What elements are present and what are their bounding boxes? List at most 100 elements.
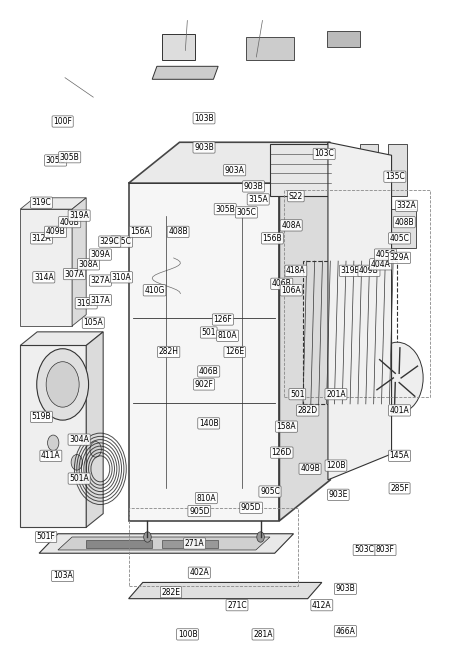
Polygon shape <box>20 346 86 527</box>
Text: 327A: 327A <box>91 276 110 285</box>
Text: 201A: 201A <box>326 390 346 398</box>
Text: 905D: 905D <box>189 507 210 516</box>
Polygon shape <box>128 183 279 521</box>
Text: 103A: 103A <box>53 571 73 580</box>
Polygon shape <box>128 142 330 183</box>
Bar <box>388 144 407 196</box>
Text: 519B: 519B <box>32 413 51 421</box>
Polygon shape <box>72 198 86 326</box>
Polygon shape <box>20 332 103 346</box>
Text: 810A: 810A <box>218 331 237 340</box>
Text: 411A: 411A <box>41 451 61 460</box>
Bar <box>162 541 218 548</box>
Text: 100F: 100F <box>53 117 72 126</box>
Circle shape <box>90 441 101 457</box>
Bar <box>86 541 152 548</box>
Text: 903B: 903B <box>336 584 355 593</box>
Text: 308A: 308A <box>79 260 99 269</box>
Bar <box>359 209 416 248</box>
Text: 156B: 156B <box>263 234 282 243</box>
Text: 409B: 409B <box>359 266 379 275</box>
Text: 409B: 409B <box>300 464 320 473</box>
Text: 903E: 903E <box>328 490 348 499</box>
Text: 405C: 405C <box>375 250 395 259</box>
Text: 126D: 126D <box>272 448 292 457</box>
Text: 282E: 282E <box>162 587 181 597</box>
Text: 404A: 404A <box>371 260 391 269</box>
Text: 126E: 126E <box>225 348 244 357</box>
Circle shape <box>47 435 59 451</box>
Text: 103B: 103B <box>194 113 214 123</box>
Text: 329C: 329C <box>100 237 119 246</box>
Text: 103C: 103C <box>314 149 334 158</box>
Text: 903B: 903B <box>194 143 214 152</box>
Text: 106A: 106A <box>281 286 301 295</box>
Text: 503C: 503C <box>354 546 374 554</box>
Text: 405C: 405C <box>390 234 410 243</box>
Text: 158A: 158A <box>277 422 296 431</box>
Text: 305B: 305B <box>60 153 80 162</box>
Text: 156A: 156A <box>130 228 150 237</box>
Text: 305C: 305C <box>46 156 65 165</box>
Polygon shape <box>58 537 270 550</box>
Bar <box>284 190 430 398</box>
Text: 405C: 405C <box>111 237 131 246</box>
Text: 406B: 406B <box>272 279 292 288</box>
Text: 905C: 905C <box>260 487 280 496</box>
Text: 803F: 803F <box>376 546 395 554</box>
Text: 406B: 406B <box>199 367 219 376</box>
Text: 120B: 120B <box>326 461 346 470</box>
Polygon shape <box>86 332 103 527</box>
Text: 409B: 409B <box>46 228 65 237</box>
Circle shape <box>46 362 79 407</box>
Text: 307A: 307A <box>64 269 84 278</box>
Text: 309A: 309A <box>91 250 110 259</box>
Circle shape <box>144 532 151 542</box>
Text: 332A: 332A <box>397 201 417 211</box>
Polygon shape <box>20 198 86 209</box>
Bar <box>128 508 298 585</box>
Text: 140B: 140B <box>199 419 219 428</box>
Circle shape <box>257 532 264 542</box>
Text: 401A: 401A <box>390 406 410 415</box>
Circle shape <box>71 454 82 470</box>
Text: 418A: 418A <box>286 266 306 275</box>
Text: 501F: 501F <box>36 533 55 542</box>
Text: 282H: 282H <box>159 348 179 357</box>
Text: 408A: 408A <box>281 221 301 230</box>
Text: 903A: 903A <box>225 166 245 175</box>
Text: 310A: 310A <box>112 273 131 282</box>
Text: 135C: 135C <box>385 172 405 181</box>
Text: 282D: 282D <box>298 406 318 415</box>
Bar <box>359 144 378 196</box>
Text: 329A: 329A <box>390 254 410 262</box>
Text: 810A: 810A <box>197 494 216 503</box>
Bar <box>162 34 195 60</box>
Text: 105A: 105A <box>83 318 103 327</box>
Text: 903B: 903B <box>244 182 264 191</box>
Text: 466A: 466A <box>336 627 356 636</box>
Text: 145A: 145A <box>390 451 410 460</box>
Text: 305C: 305C <box>237 208 256 217</box>
Text: 100B: 100B <box>178 630 197 639</box>
Text: 501A: 501A <box>69 474 89 483</box>
Text: 271C: 271C <box>227 600 247 610</box>
Text: 408B: 408B <box>394 218 414 227</box>
Text: 319A: 319A <box>69 211 89 220</box>
Circle shape <box>371 342 423 413</box>
Polygon shape <box>279 142 330 521</box>
Text: 905D: 905D <box>241 503 261 512</box>
Bar <box>303 261 397 404</box>
Bar <box>327 31 359 47</box>
Polygon shape <box>128 582 322 599</box>
Text: 319E: 319E <box>340 266 360 275</box>
Circle shape <box>36 349 89 420</box>
Text: 314A: 314A <box>34 273 54 282</box>
Text: 410G: 410G <box>145 286 165 295</box>
Text: 281A: 281A <box>253 630 273 639</box>
Text: 312A: 312A <box>32 234 51 243</box>
Text: 271A: 271A <box>185 539 204 548</box>
Text: 501: 501 <box>201 328 216 337</box>
Text: 317A: 317A <box>91 295 110 304</box>
Text: 304A: 304A <box>69 435 89 444</box>
